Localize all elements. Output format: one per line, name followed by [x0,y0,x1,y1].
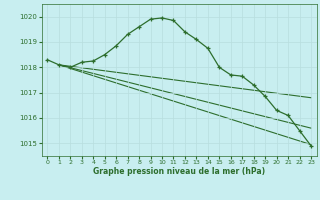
X-axis label: Graphe pression niveau de la mer (hPa): Graphe pression niveau de la mer (hPa) [93,167,265,176]
